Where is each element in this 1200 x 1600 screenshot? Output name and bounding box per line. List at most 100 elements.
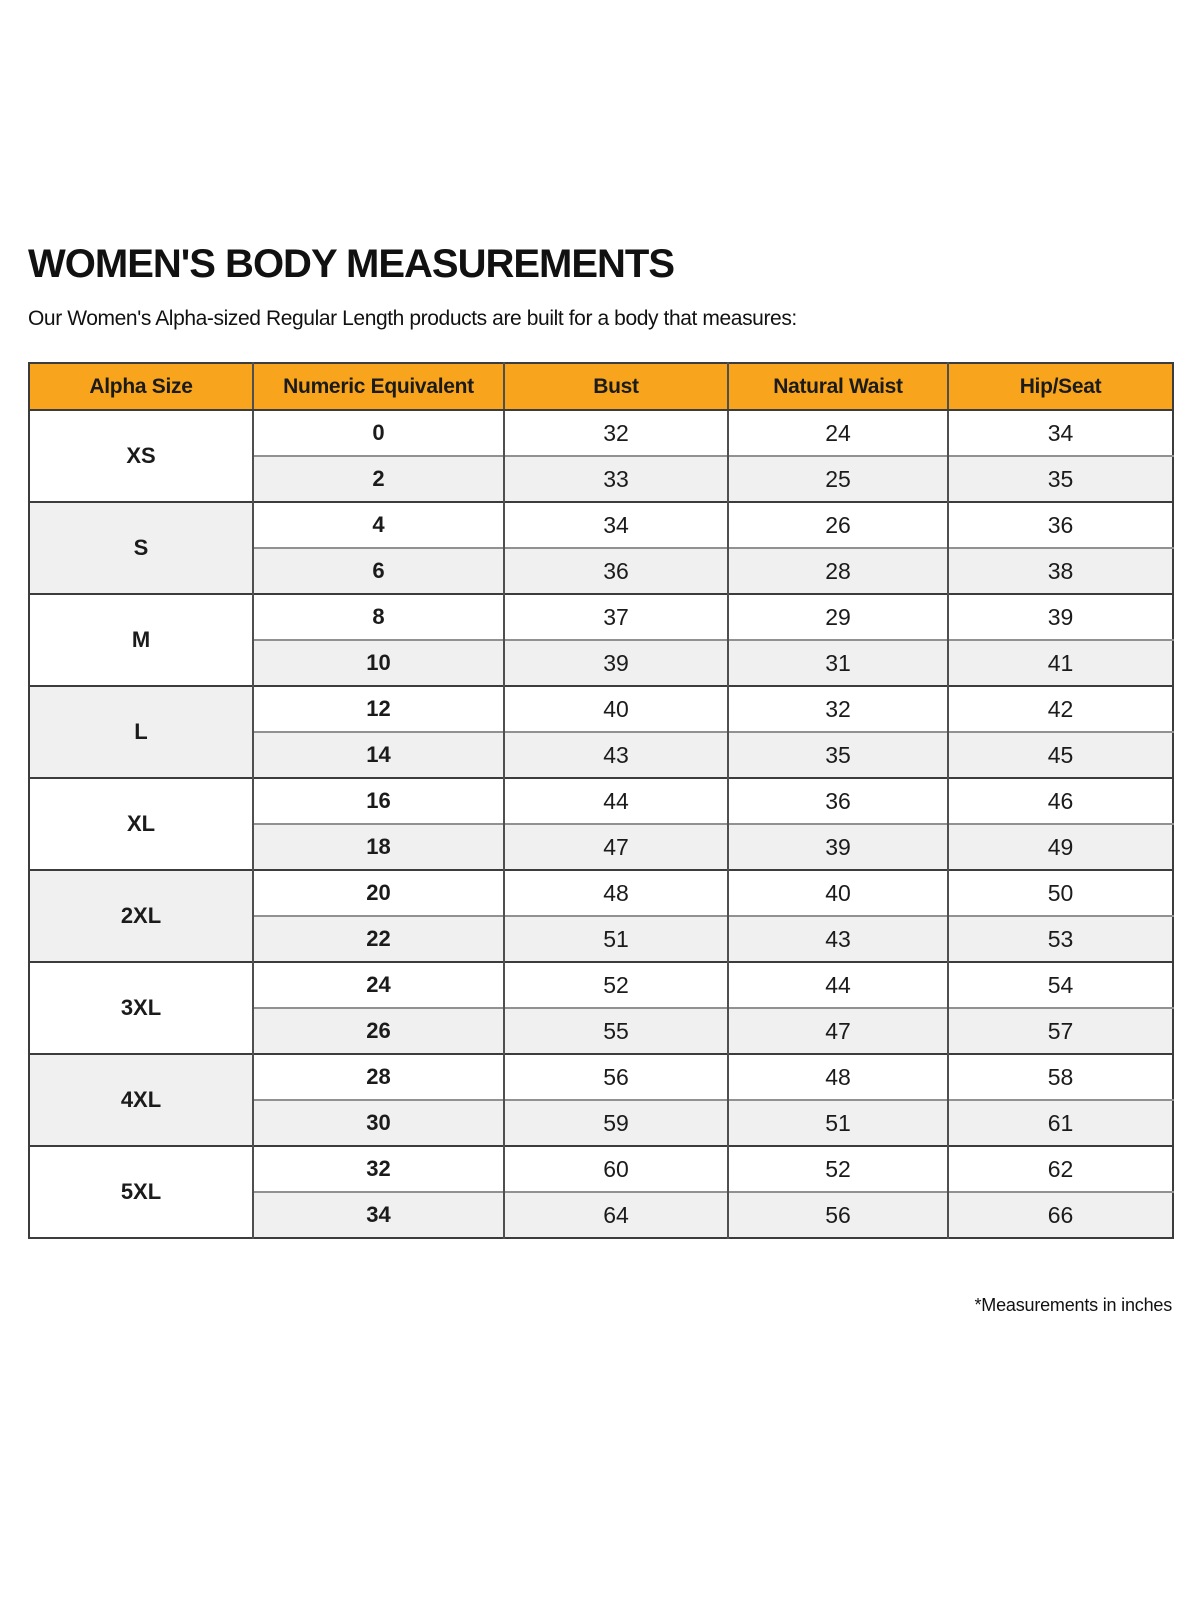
natural-waist-cell: 48: [727, 1053, 948, 1100]
numeric-equivalent-cell: 0: [252, 410, 504, 456]
table-row: XS 0 32 24 34: [29, 410, 1173, 502]
bust-cell: 43: [503, 731, 728, 778]
bust-cell: 33: [503, 455, 728, 502]
natural-waist-cell: 43: [727, 915, 948, 962]
alpha-size-cell: 3XL: [29, 961, 253, 1054]
natural-waist-cell: 32: [727, 685, 948, 732]
table-row: 10 39 31 41: [29, 639, 1173, 686]
column-header-bust: Bust: [503, 363, 728, 411]
bust-cell: 36: [503, 547, 728, 594]
alpha-size-cell: XL: [29, 777, 253, 870]
alpha-size-cell: M: [29, 593, 253, 686]
column-header-alpha-size: Alpha Size: [29, 363, 253, 411]
bust-cell: 44: [503, 777, 728, 824]
numeric-equivalent-cell: 26: [252, 1007, 504, 1054]
table-row: 34 64 56 66: [29, 1191, 1173, 1238]
natural-waist-cell: 39: [727, 823, 948, 870]
table-row: S 4 34 26 36: [29, 501, 1173, 594]
table-row: 6 36 28 38: [29, 547, 1173, 594]
numeric-equivalent-cell: 4: [252, 501, 504, 548]
table-row: 5XL 32 60 52 62: [29, 1145, 1173, 1238]
hip-seat-cell: 61: [947, 1099, 1173, 1146]
table-body: XS 0 32 24 34 2 33 25 35 S 4 34 26 36 6 36 28 38 M 8 37 29 39 1…: [29, 410, 1173, 1238]
table-header-row: Alpha Size Numeric Equivalent Bust Natur…: [29, 363, 1173, 411]
alpha-size-cell: L: [29, 685, 253, 778]
numeric-equivalent-cell: 12: [252, 685, 504, 732]
natural-waist-cell: 56: [727, 1191, 948, 1238]
numeric-equivalent-cell: 14: [252, 731, 504, 778]
numeric-equivalent-cell: 20: [252, 869, 504, 916]
hip-seat-cell: 34: [947, 410, 1173, 456]
numeric-equivalent-cell: 6: [252, 547, 504, 594]
numeric-equivalent-cell: 8: [252, 593, 504, 640]
hip-seat-cell: 42: [947, 685, 1173, 732]
hip-seat-cell: 53: [947, 915, 1173, 962]
natural-waist-cell: 24: [727, 410, 948, 456]
numeric-equivalent-cell: 18: [252, 823, 504, 870]
table-row: 30 59 51 61: [29, 1099, 1173, 1146]
bust-cell: 47: [503, 823, 728, 870]
numeric-equivalent-cell: 28: [252, 1053, 504, 1100]
page-title: WOMEN'S BODY MEASUREMENTS: [28, 242, 675, 286]
hip-seat-cell: 54: [947, 961, 1173, 1008]
bust-cell: 32: [503, 410, 728, 456]
hip-seat-cell: 62: [947, 1145, 1173, 1192]
natural-waist-cell: 44: [727, 961, 948, 1008]
natural-waist-cell: 26: [727, 501, 948, 548]
hip-seat-cell: 66: [947, 1191, 1173, 1238]
bust-cell: 48: [503, 869, 728, 916]
alpha-size-cell: S: [29, 501, 253, 594]
column-header-numeric-equivalent: Numeric Equivalent: [252, 363, 504, 411]
table-row: 2XL 20 48 40 50: [29, 869, 1173, 962]
size-guide-section: WOMEN'S BODY MEASUREMENTS Our Women's Al…: [28, 242, 1174, 1315]
hip-seat-cell: 49: [947, 823, 1173, 870]
natural-waist-cell: 35: [727, 731, 948, 778]
numeric-equivalent-cell: 24: [252, 961, 504, 1008]
bust-cell: 56: [503, 1053, 728, 1100]
table-row: 18 47 39 49: [29, 823, 1173, 870]
bust-cell: 64: [503, 1191, 728, 1238]
numeric-equivalent-cell: 30: [252, 1099, 504, 1146]
natural-waist-cell: 40: [727, 869, 948, 916]
hip-seat-cell: 41: [947, 639, 1173, 686]
column-header-natural-waist: Natural Waist: [727, 363, 948, 411]
natural-waist-cell: 47: [727, 1007, 948, 1054]
hip-seat-cell: 57: [947, 1007, 1173, 1054]
numeric-equivalent-cell: 22: [252, 915, 504, 962]
numeric-equivalent-cell: 34: [252, 1191, 504, 1238]
table-row: 26 55 47 57: [29, 1007, 1173, 1054]
hip-seat-cell: 45: [947, 731, 1173, 778]
bust-cell: 37: [503, 593, 728, 640]
table-row: M 8 37 29 39: [29, 593, 1173, 686]
natural-waist-cell: 28: [727, 547, 948, 594]
bust-cell: 52: [503, 961, 728, 1008]
measurements-footnote: *Measurements in inches: [974, 1295, 1173, 1315]
hip-seat-cell: 38: [947, 547, 1173, 594]
table-row: 2 33 25 35: [29, 455, 1173, 502]
hip-seat-cell: 39: [947, 593, 1173, 640]
bust-cell: 39: [503, 639, 728, 686]
hip-seat-cell: 46: [947, 777, 1173, 824]
alpha-size-cell: 4XL: [29, 1053, 253, 1146]
numeric-equivalent-cell: 2: [252, 455, 504, 502]
table-row: 3XL 24 52 44 54: [29, 961, 1173, 1054]
natural-waist-cell: 29: [727, 593, 948, 640]
hip-seat-cell: 36: [947, 501, 1173, 548]
table-row: 22 51 43 53: [29, 915, 1173, 962]
bust-cell: 60: [503, 1145, 728, 1192]
natural-waist-cell: 52: [727, 1145, 948, 1192]
bust-cell: 59: [503, 1099, 728, 1146]
table-row: XL 16 44 36 46: [29, 777, 1173, 870]
hip-seat-cell: 58: [947, 1053, 1173, 1100]
alpha-size-cell: 5XL: [29, 1145, 253, 1238]
natural-waist-cell: 36: [727, 777, 948, 824]
bust-cell: 51: [503, 915, 728, 962]
table-row: L 12 40 32 42: [29, 685, 1173, 778]
column-header-hip-seat: Hip/Seat: [947, 363, 1173, 411]
page-subtitle: Our Women's Alpha-sized Regular Length p…: [28, 307, 797, 330]
bust-cell: 34: [503, 501, 728, 548]
hip-seat-cell: 35: [947, 455, 1173, 502]
natural-waist-cell: 31: [727, 639, 948, 686]
natural-waist-cell: 25: [727, 455, 948, 502]
hip-seat-cell: 50: [947, 869, 1173, 916]
